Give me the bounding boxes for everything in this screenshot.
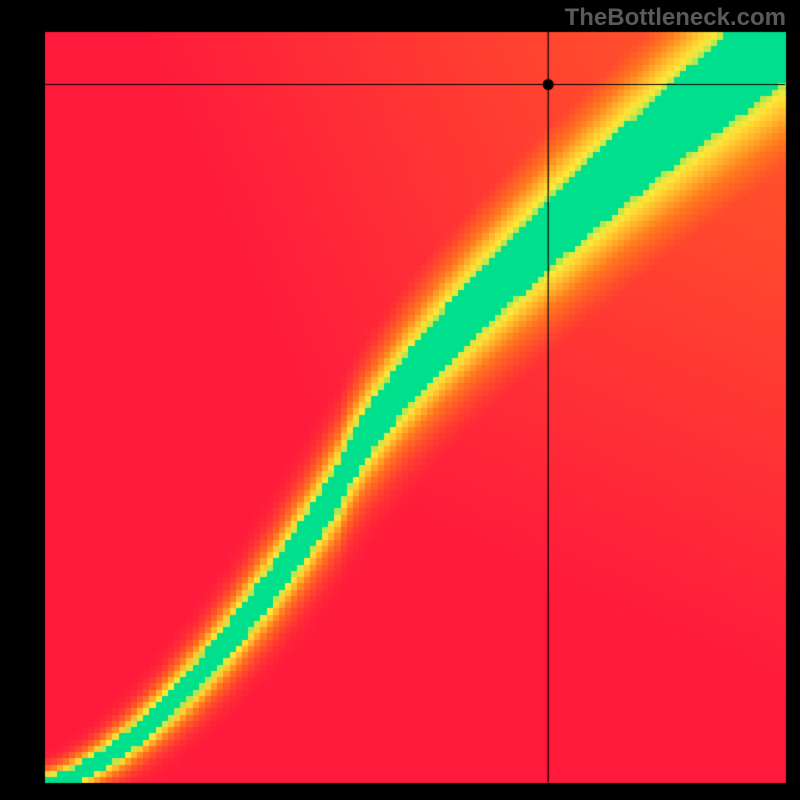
bottleneck-heatmap — [0, 0, 800, 800]
watermark-label: TheBottleneck.com — [565, 4, 786, 32]
